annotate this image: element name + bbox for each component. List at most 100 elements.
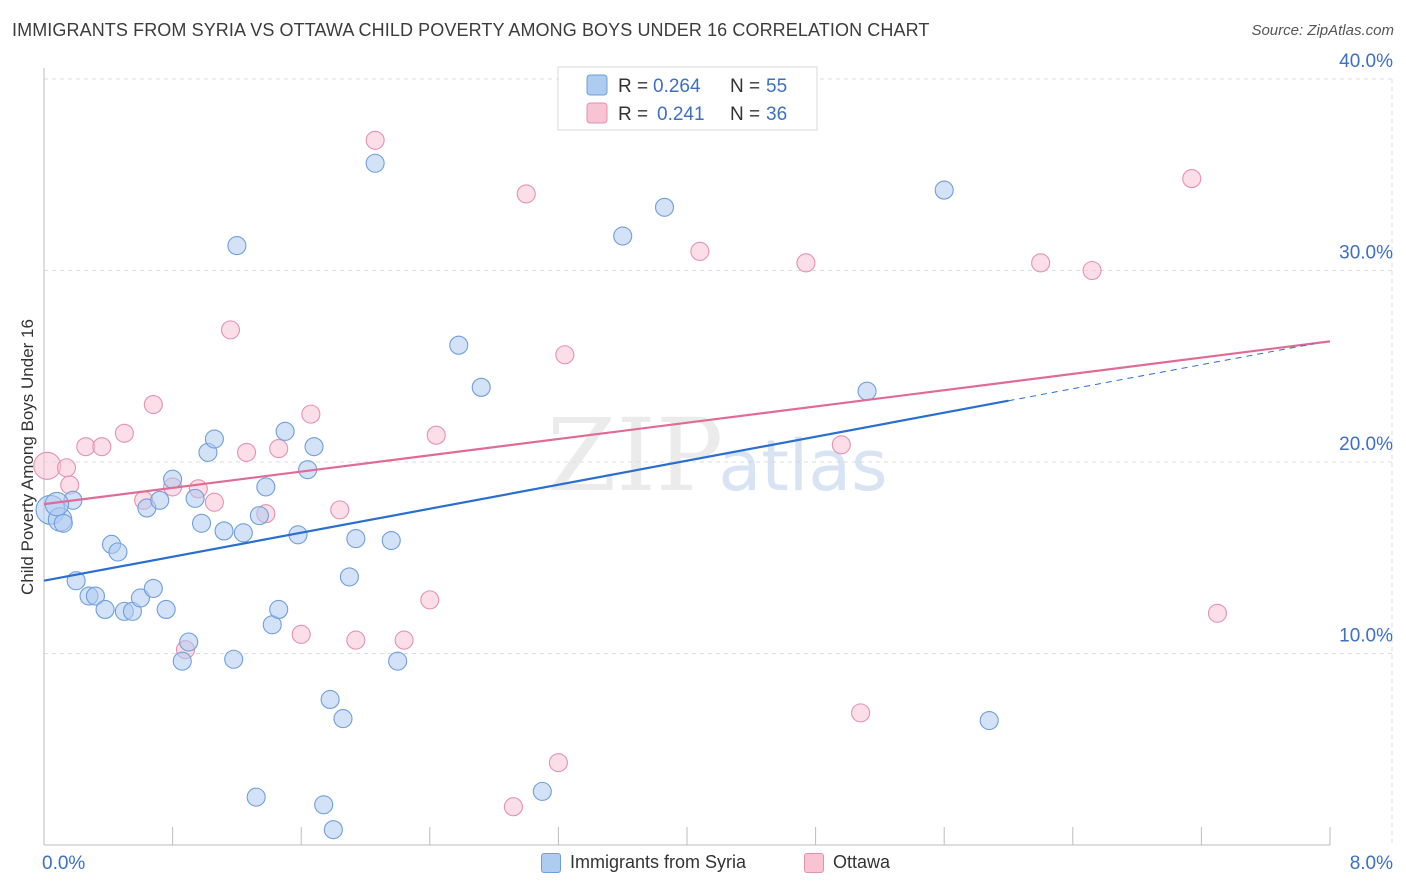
legend-r-label: R = (618, 104, 648, 125)
watermark-zip: ZIP (547, 397, 723, 514)
ottawa-point (114, 423, 134, 443)
legend-n-label: N = (730, 76, 760, 97)
syria-point (227, 236, 247, 256)
ottawa-point (548, 753, 568, 773)
legend-n-value: 36 (766, 104, 787, 125)
ottawa-point (394, 630, 414, 650)
syria-point (185, 488, 205, 508)
ottawa-point (92, 437, 112, 457)
syria-point (179, 632, 199, 652)
syria-point (471, 377, 491, 397)
syria-point (224, 649, 244, 669)
syria-point (204, 429, 224, 449)
ottawa-point (301, 404, 321, 424)
legend-r-value: 0.241 (657, 104, 705, 125)
y-tick-label: 10.0% (1339, 626, 1393, 647)
ottawa-point (220, 320, 241, 340)
legend-n-value: 55 (766, 76, 787, 97)
syria-point (214, 521, 234, 541)
syria-point (381, 530, 401, 551)
syria-point (323, 820, 343, 840)
ottawa-point (76, 437, 96, 457)
syria-point (388, 651, 408, 671)
y-tick-label: 20.0% (1339, 434, 1393, 455)
ottawa-point (1207, 603, 1228, 623)
ottawa-point (420, 590, 440, 610)
ottawa-point (1182, 169, 1202, 189)
legend-r-value: 0.264 (653, 76, 701, 97)
syria-point (246, 787, 266, 807)
ottawa-point (365, 130, 385, 150)
syria-point (654, 197, 675, 217)
ottawa-point (269, 439, 289, 459)
syria-point (979, 710, 999, 731)
syria-point (143, 578, 163, 598)
syria-point (304, 437, 324, 457)
ottawa-point (1082, 260, 1102, 281)
syria-point (163, 469, 183, 489)
ottawa-point (555, 345, 575, 365)
legend-swatch-ottawa (804, 852, 824, 873)
tick-labels: 10.0% 20.0% 30.0% 40.0% 0.0% 8.0% (42, 51, 1393, 874)
syria-trend-line (43, 399, 1009, 582)
syria-point (85, 586, 105, 606)
syria-trend-extension (1008, 343, 1315, 402)
syria-point (256, 477, 276, 497)
ottawa-point (831, 435, 851, 455)
syria-point (156, 599, 176, 620)
legend-swatch-syria (541, 852, 561, 873)
ottawa-point (851, 703, 871, 723)
syria-point (934, 180, 954, 200)
ottawa-point (503, 797, 523, 817)
syria-point (150, 490, 170, 510)
syria-point (53, 513, 73, 533)
legend-swatch-ottawa (586, 102, 608, 124)
ottawa-point (426, 425, 446, 445)
legend-label-ottawa: Ottawa (833, 852, 891, 872)
syria-point (532, 781, 552, 801)
syria-point (191, 513, 212, 533)
legend-n-label: N = (730, 104, 760, 125)
syria-point (269, 599, 289, 620)
legend-box: R = 0.264 N = 55 R = 0.241 N = 36 (557, 66, 818, 131)
ottawa-point (56, 458, 77, 478)
bottom-legend: Immigrants from Syria Ottawa (0, 852, 1406, 878)
ottawa-point (236, 442, 257, 462)
ottawa-point (143, 394, 163, 415)
chart-title: IMMIGRANTS FROM SYRIA VS OTTAWA CHILD PO… (12, 20, 930, 40)
syria-point (346, 529, 366, 549)
syria-point (275, 421, 295, 441)
legend-r-label: R = (618, 76, 648, 97)
ottawa-point (346, 630, 366, 650)
data-points (33, 130, 1228, 840)
legend-item-syria: Immigrants from Syria (541, 852, 746, 873)
legend-swatch-syria (586, 74, 608, 96)
syria-point (130, 588, 150, 608)
ottawa-point (690, 241, 710, 261)
syria-point (233, 523, 253, 543)
x-tick-label: 0.0% (42, 853, 85, 874)
syria-point (613, 226, 633, 246)
syria-point (320, 689, 340, 710)
syria-point (108, 542, 128, 562)
x-tick-label: 8.0% (1350, 853, 1393, 874)
y-tick-label: 30.0% (1339, 243, 1393, 264)
y-tick-label: 40.0% (1339, 51, 1393, 72)
ottawa-point (330, 500, 350, 520)
ottawa-point (796, 253, 816, 273)
syria-point (249, 506, 269, 526)
syria-point (95, 599, 115, 620)
ottawa-point (33, 451, 62, 480)
ottawa-point (291, 624, 311, 644)
ottawa-trend-line (43, 340, 1331, 506)
syria-point (339, 567, 359, 587)
syria-point (365, 153, 385, 173)
ottawa-point (516, 184, 536, 204)
legend-label-syria: Immigrants from Syria (570, 852, 747, 872)
legend-item-ottawa: Ottawa (804, 852, 890, 873)
syria-point (314, 795, 334, 815)
ottawa-point (1031, 253, 1051, 273)
watermark-atlas: atlas (718, 425, 887, 507)
syria-point (449, 335, 469, 355)
